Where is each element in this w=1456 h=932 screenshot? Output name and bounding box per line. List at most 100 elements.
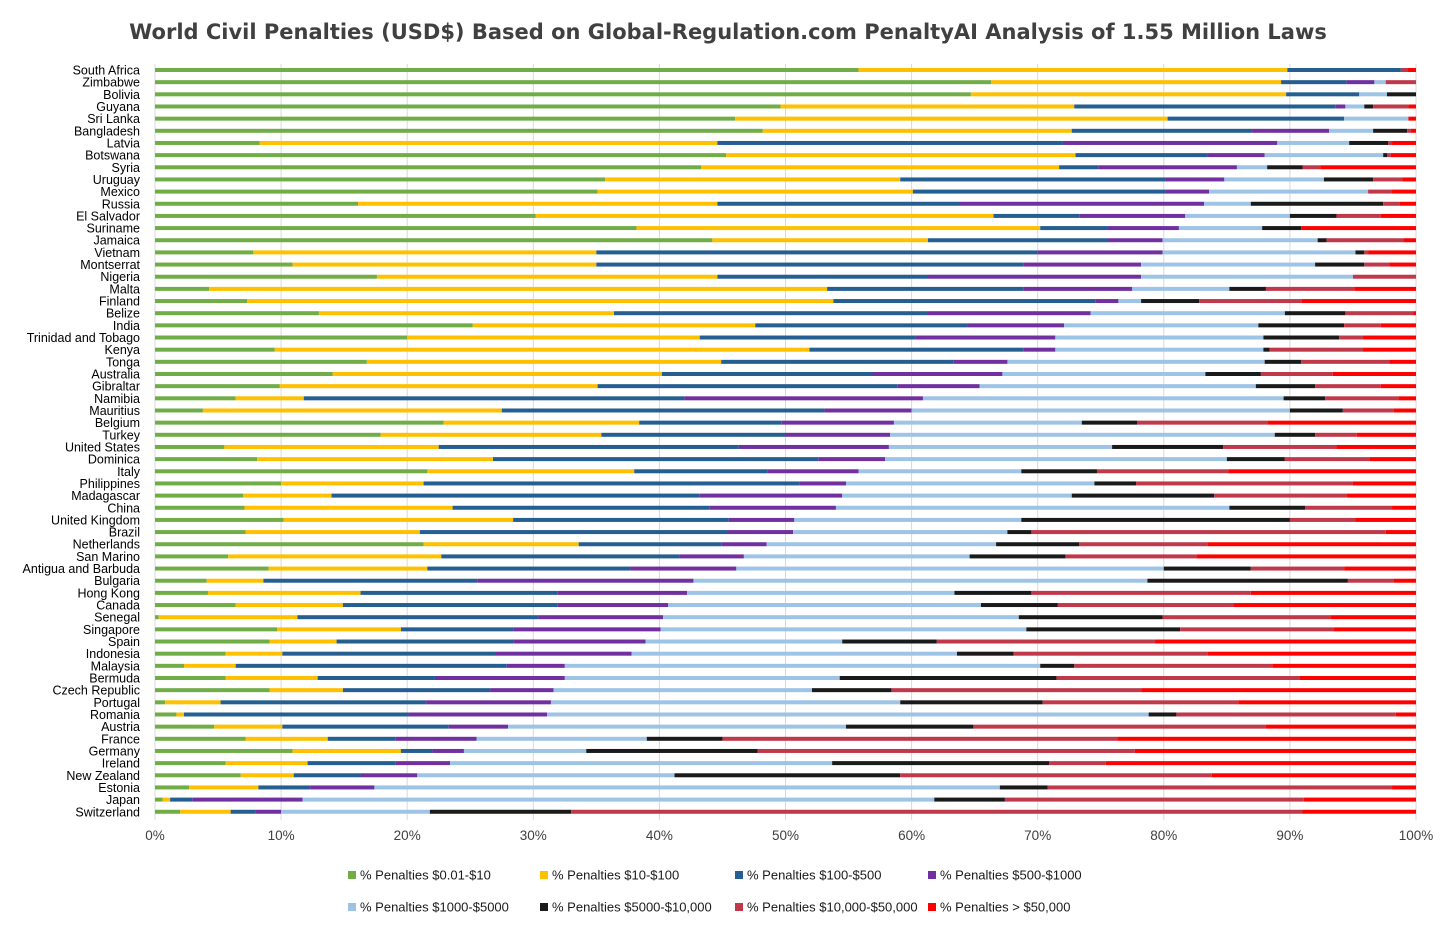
bar-segment: [1334, 627, 1416, 632]
legend-label: % Penalties > $50,000: [940, 900, 1070, 915]
bar-segment: [281, 809, 430, 814]
bar-segment: [155, 384, 280, 389]
bar-segment: [1344, 116, 1409, 121]
bar-segment: [888, 444, 1113, 449]
bar-segment: [1302, 809, 1416, 814]
bar-segment: [1176, 712, 1396, 717]
bar-segment: [293, 773, 361, 778]
legend-swatch: [540, 871, 548, 879]
bar-segment: [1264, 153, 1384, 158]
category-label: Belgium: [95, 416, 140, 430]
bar-segment: [202, 408, 502, 413]
bar-segment: [701, 165, 1060, 170]
legend-label: % Penalties $0.01-$10: [360, 868, 491, 883]
bar-segment: [443, 420, 640, 425]
x-tick-label: 30%: [520, 828, 547, 843]
bar-segment: [1207, 153, 1265, 158]
bar-segment: [155, 68, 859, 72]
bar-segment: [170, 797, 193, 802]
bar-segment: [999, 785, 1048, 790]
bar-segment: [247, 299, 834, 304]
bar-segment: [1364, 262, 1390, 267]
category-label: New Zealand: [66, 769, 140, 783]
bar-segment: [155, 469, 428, 474]
category-label: Finland: [99, 295, 140, 309]
bar-segment: [1117, 736, 1416, 741]
bar-segment: [1165, 177, 1225, 182]
category-label: Canada: [96, 599, 140, 613]
bar-segment: [1071, 128, 1253, 133]
bar-segment: [717, 140, 1063, 145]
bar-segment: [513, 639, 646, 644]
bar-segment: [954, 590, 1032, 595]
category-label: Dominica: [88, 453, 140, 467]
category-label: Zimbabwe: [82, 76, 140, 90]
bar-segment: [155, 797, 163, 802]
x-tick-labels: 0% 10% 20% 30% 40% 50% 60% 70% 80% 90% 100%: [145, 828, 1433, 843]
bar-segment: [794, 517, 1022, 522]
bar-segment: [1204, 201, 1251, 206]
category-label: Mauritius: [89, 404, 140, 418]
bar-segment: [366, 359, 722, 364]
bar-segment: [155, 372, 333, 376]
bar-segment: [155, 603, 236, 608]
bar-segment: [331, 493, 700, 498]
bar-segment: [1148, 712, 1177, 717]
category-label: Sri Lanka: [87, 112, 140, 126]
bar-segment: [1199, 299, 1302, 304]
bar-segment: [970, 92, 1287, 97]
bar-segment: [846, 481, 1095, 486]
bar-segment: [726, 153, 1076, 158]
bar-segment: [1250, 201, 1384, 206]
category-label: United States: [65, 440, 140, 454]
bar-segment: [155, 274, 377, 279]
bar-segment: [1094, 481, 1137, 486]
bar-segment: [721, 359, 954, 364]
bar-segment: [934, 797, 1005, 802]
bar-segment: [155, 104, 781, 109]
bar-segment: [858, 68, 1288, 72]
bar-segment: [1267, 420, 1416, 425]
bar-segment: [1274, 432, 1316, 437]
bar-segment: [317, 676, 435, 680]
category-label: Vietnam: [94, 246, 140, 260]
legend-swatch: [735, 871, 743, 879]
bar-segment: [1162, 615, 1331, 620]
bar-segment: [911, 408, 1290, 413]
bar-segment: [547, 712, 1149, 717]
category-label: Suriname: [87, 222, 141, 236]
bar-segment: [824, 408, 912, 413]
bar-segment: [155, 639, 270, 644]
bar-segment: [1064, 323, 1259, 328]
category-label: Nigeria: [100, 270, 140, 284]
bar-segment: [634, 469, 768, 474]
bar-segment: [155, 408, 203, 413]
bar-segment: [993, 213, 1080, 218]
bar-segment: [818, 457, 886, 462]
category-label: Brazil: [109, 526, 140, 540]
bar-segment: [1301, 226, 1416, 231]
category-label: Italy: [117, 465, 141, 479]
bar-segment: [1209, 189, 1369, 194]
bar-segment: [225, 651, 283, 656]
bar-segment: [1255, 384, 1316, 389]
category-label: Ireland: [102, 757, 140, 771]
bar-segment: [1049, 761, 1106, 766]
category-label: Madagascar: [71, 489, 140, 503]
bar-segment: [477, 578, 694, 583]
bar-segment: [1339, 335, 1364, 340]
bar-segment: [1107, 238, 1163, 243]
bar-segment: [407, 335, 700, 340]
bar-segment: [827, 286, 1024, 291]
bar-segment: [224, 444, 439, 449]
bar-segment: [1023, 286, 1133, 291]
bar-segment: [1392, 189, 1416, 194]
bar-segment: [209, 286, 828, 291]
legend-label: % Penalties $10,000-$50,000: [747, 900, 918, 915]
bar-segment: [1162, 250, 1356, 255]
bar-segment: [155, 651, 226, 656]
bar-segment: [991, 80, 1282, 85]
bar-segment: [155, 663, 185, 668]
legend-swatch: [348, 871, 356, 879]
bar-segment: [1264, 359, 1302, 364]
